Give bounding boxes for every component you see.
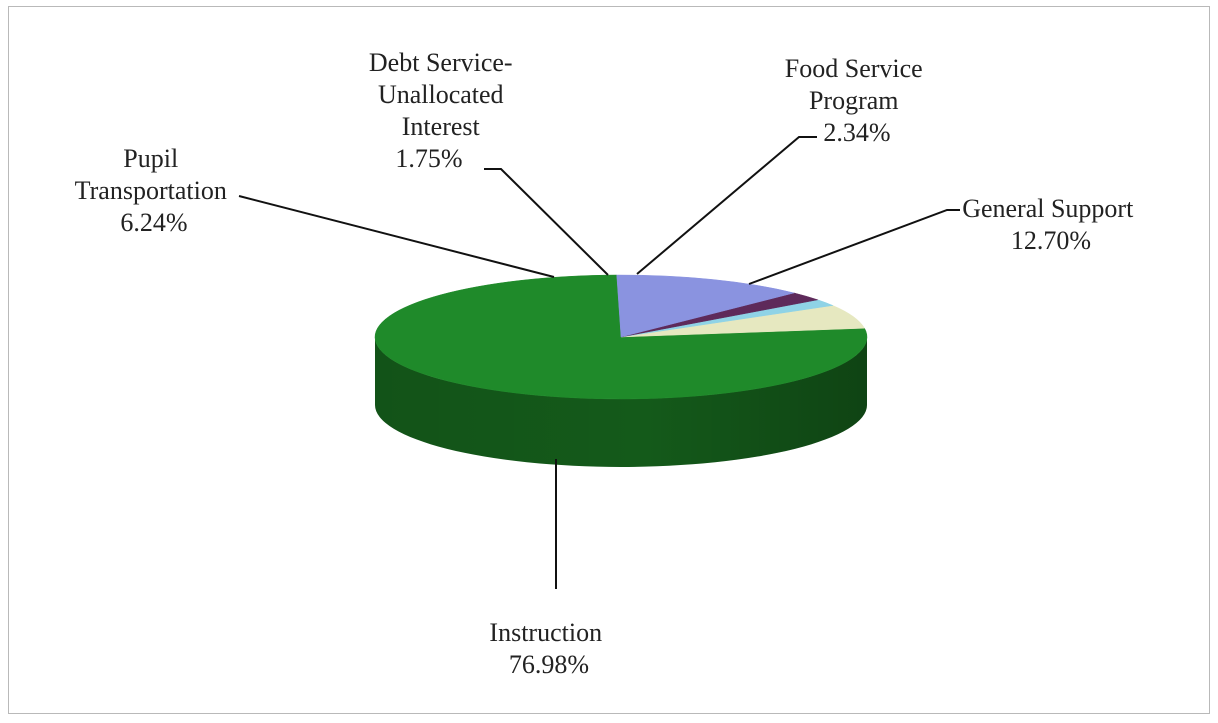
pie-slice-instruction	[374, 274, 868, 400]
label-pupil-transportation: Pupil Transportation 6.24%	[75, 144, 234, 237]
pie-tops	[374, 274, 868, 400]
label-debt-value: 1.75%	[395, 144, 462, 173]
label-debt-line1: Debt Service-	[369, 48, 513, 77]
leader-line-food-service	[636, 136, 817, 275]
pie-side-shade-instruction	[375, 337, 867, 467]
label-instruction-line1: Instruction	[489, 618, 602, 647]
label-debt-line2: Unallocated	[378, 80, 504, 109]
label-food-value: 2.34%	[823, 118, 890, 147]
label-general-line1: General Support	[962, 194, 1134, 223]
label-general-value: 12.70%	[1011, 226, 1091, 255]
pie-slice-general-support	[616, 274, 795, 338]
label-debt-service: Debt Service- Unallocated Interest 1.75%	[369, 48, 519, 173]
label-food-line2: Program	[809, 86, 899, 115]
label-instruction: Instruction 76.98%	[489, 618, 608, 679]
leader-line-debt-service	[484, 168, 609, 276]
label-instruction-value: 76.98%	[509, 650, 589, 679]
label-pupil-value: 6.24%	[120, 208, 187, 237]
label-pupil-line1: Pupil	[123, 144, 178, 173]
label-food-service: Food Service Program 2.34%	[785, 54, 929, 147]
label-debt-line3: Interest	[402, 112, 481, 141]
label-general-support: General Support 12.70%	[962, 194, 1140, 255]
pie-chart: Pupil Transportation 6.24% Debt Service-…	[75, 48, 1140, 679]
leader-lines	[238, 136, 960, 589]
label-pupil-line2: Transportation	[75, 176, 227, 205]
chart-frame: Pupil Transportation 6.24% Debt Service-…	[8, 6, 1210, 714]
leader-line-general-support	[748, 209, 960, 285]
leader-line-pupil-transportation	[238, 195, 555, 278]
label-food-line1: Food Service	[785, 54, 923, 83]
pie-sides	[375, 337, 867, 467]
